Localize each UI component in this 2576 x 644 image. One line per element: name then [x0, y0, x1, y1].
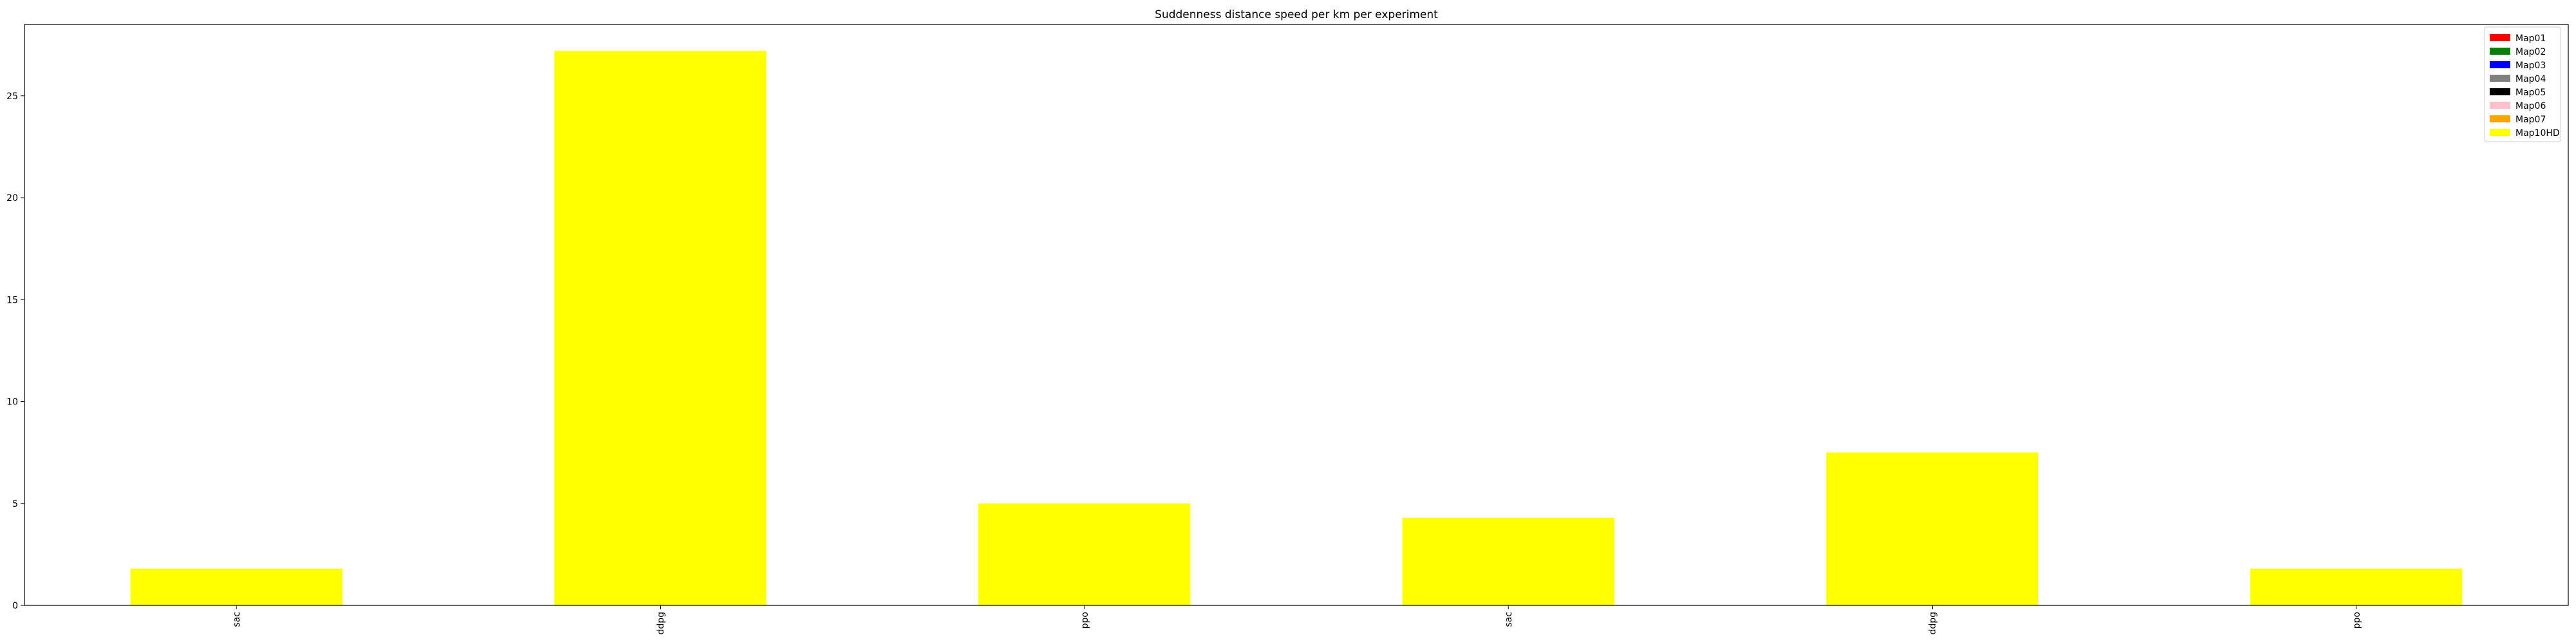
y-tick-label-5: 25: [6, 91, 18, 102]
bar-map10hd-0: [130, 569, 343, 605]
bar-map10hd-2: [978, 503, 1191, 605]
legend-label-map06: Map06: [2515, 101, 2546, 111]
legend-label-map10hd: Map10HD: [2515, 128, 2560, 138]
bar-map10hd-5: [2250, 569, 2463, 605]
x-tick-label-4: ddpg: [1928, 612, 1938, 635]
x-tick-label-1: ddpg: [656, 612, 667, 635]
bar-map10hd-3: [1402, 517, 1615, 605]
legend-swatch-map05: [2490, 88, 2510, 95]
y-tick-label-1: 5: [12, 499, 18, 509]
y-tick-label-4: 20: [6, 193, 18, 204]
y-axis: 0 5 10 15 20 25: [6, 91, 24, 611]
legend-box: [2484, 26, 2561, 142]
x-tick-label-0: sac: [232, 612, 242, 627]
bar-map10hd-4: [1826, 452, 2039, 605]
legend-swatch-map06: [2490, 102, 2510, 109]
legend-label-map03: Map03: [2515, 61, 2546, 71]
plot-frame: [24, 24, 2569, 606]
legend-swatch-map01: [2490, 34, 2510, 41]
y-tick-label-2: 10: [6, 397, 18, 408]
legend-label-map05: Map05: [2515, 88, 2546, 98]
legend-swatch-map07: [2490, 115, 2510, 122]
legend-label-map07: Map07: [2515, 115, 2546, 125]
legend-swatch-map10hd: [2490, 129, 2510, 136]
legend-label-map01: Map01: [2515, 33, 2546, 44]
bars-layer: [130, 51, 2463, 605]
x-tick-label-2: ppo: [1080, 612, 1090, 629]
y-tick-label-3: 15: [6, 295, 18, 305]
legend-label-map04: Map04: [2515, 74, 2546, 84]
x-tick-label-5: ppo: [2352, 612, 2362, 629]
x-tick-label-3: sac: [1504, 612, 1514, 627]
y-tick-label-0: 0: [12, 601, 18, 611]
legend-swatch-map04: [2490, 75, 2510, 82]
legend-swatch-map02: [2490, 48, 2510, 55]
chart-title: Suddenness distance speed per km per exp…: [1155, 8, 1438, 21]
bar-map10hd-1: [554, 51, 767, 605]
legend-label-map02: Map02: [2515, 47, 2546, 57]
x-axis: sac ddpg ppo sac ddpg ppo: [232, 605, 2362, 635]
legend: Map01 Map02 Map03 Map04 Map05 Map06 Map07 Map10…: [2484, 26, 2561, 142]
legend-swatch-map03: [2490, 61, 2510, 68]
